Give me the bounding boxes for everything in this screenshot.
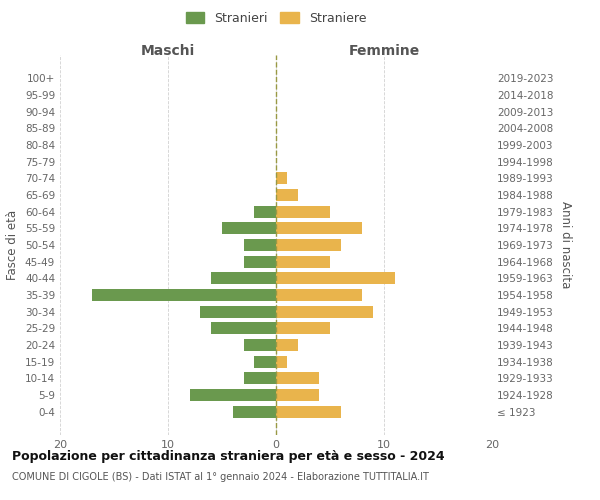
Bar [233, 406, 276, 417]
Bar [276, 406, 341, 417]
Bar [276, 239, 341, 251]
Bar [276, 222, 362, 234]
Y-axis label: Fasce di età: Fasce di età [7, 210, 19, 280]
Bar [276, 206, 330, 218]
Bar [254, 206, 276, 218]
Bar [276, 306, 373, 318]
Text: Maschi: Maschi [141, 44, 195, 59]
Bar [276, 322, 330, 334]
Bar [190, 389, 276, 401]
Bar [222, 222, 276, 234]
Bar [200, 306, 276, 318]
Bar [244, 372, 276, 384]
Bar [276, 289, 362, 301]
Legend: Stranieri, Straniere: Stranieri, Straniere [182, 8, 370, 28]
Bar [276, 189, 298, 201]
Bar [244, 256, 276, 268]
Bar [92, 289, 276, 301]
Bar [244, 339, 276, 351]
Bar [276, 372, 319, 384]
Text: COMUNE DI CIGOLE (BS) - Dati ISTAT al 1° gennaio 2024 - Elaborazione TUTTITALIA.: COMUNE DI CIGOLE (BS) - Dati ISTAT al 1°… [12, 472, 429, 482]
Bar [276, 356, 287, 368]
Bar [276, 272, 395, 284]
Bar [244, 239, 276, 251]
Text: Femmine: Femmine [349, 44, 419, 59]
Bar [276, 256, 330, 268]
Bar [254, 356, 276, 368]
Bar [211, 272, 276, 284]
Bar [211, 322, 276, 334]
Bar [276, 172, 287, 184]
Text: Popolazione per cittadinanza straniera per età e sesso - 2024: Popolazione per cittadinanza straniera p… [12, 450, 445, 463]
Bar [276, 389, 319, 401]
Y-axis label: Anni di nascita: Anni di nascita [559, 202, 572, 288]
Bar [276, 339, 298, 351]
